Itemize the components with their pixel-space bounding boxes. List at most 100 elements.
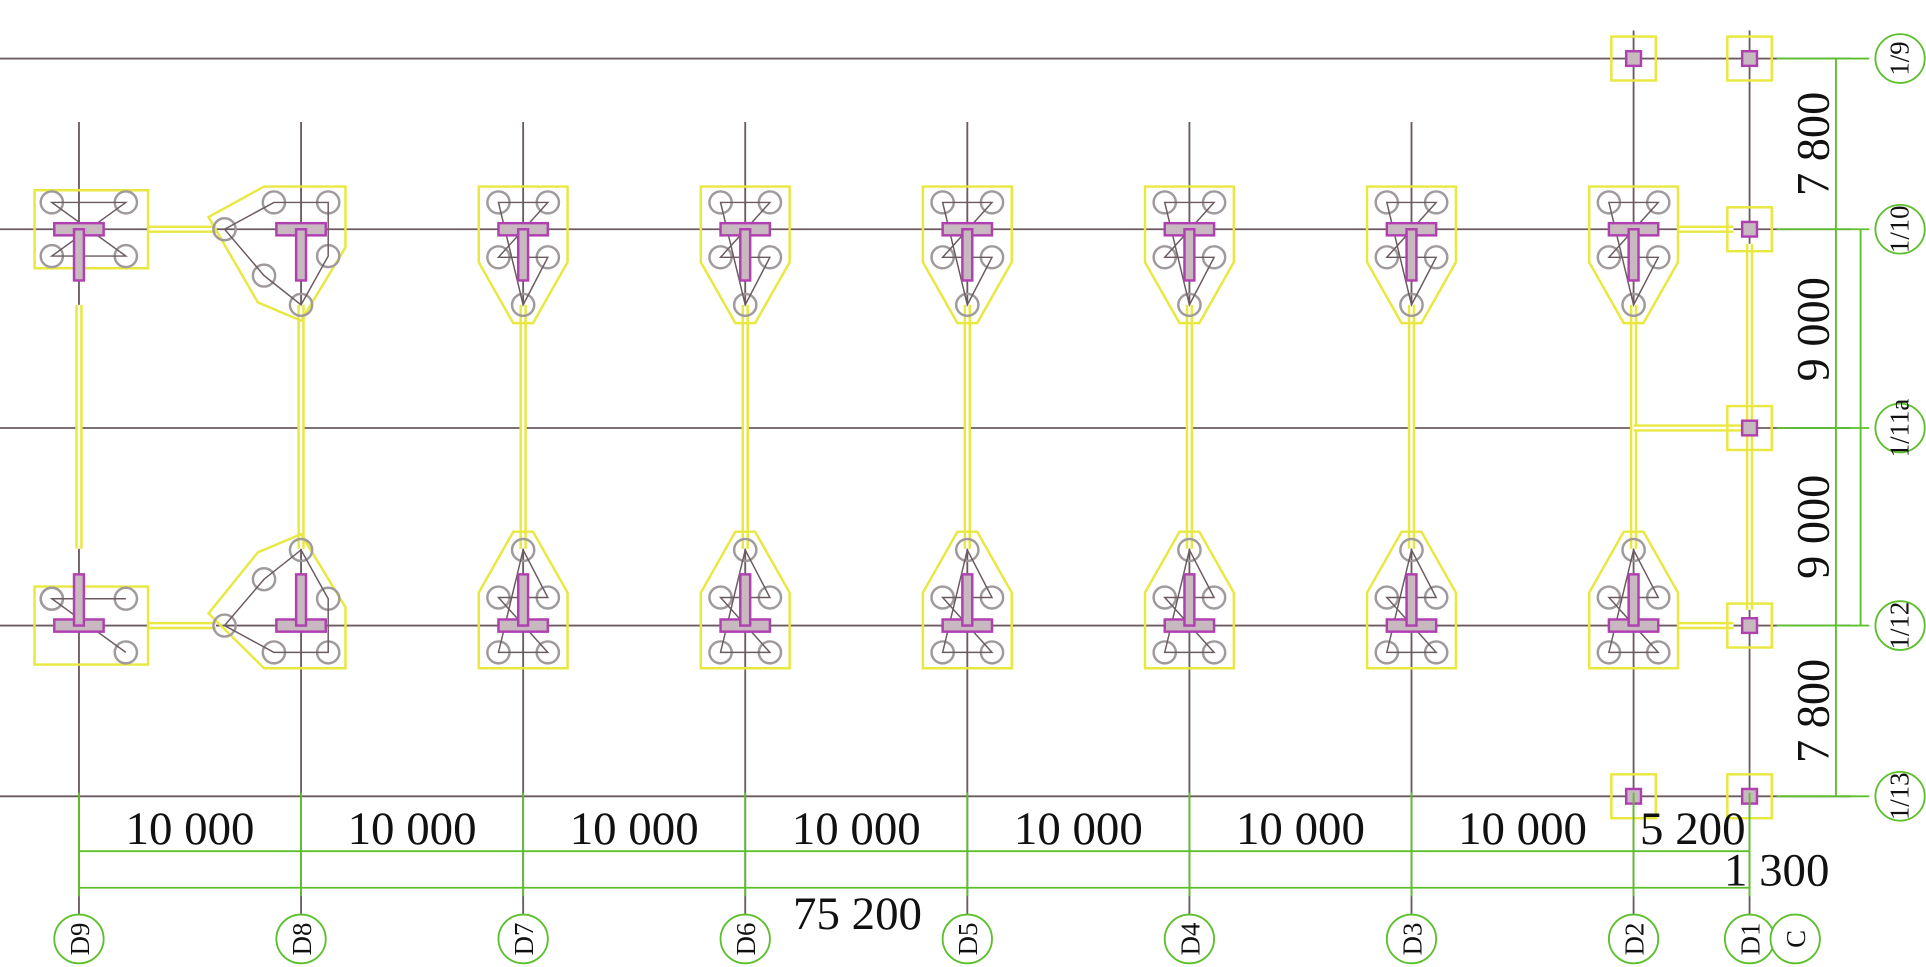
pile	[251, 567, 277, 592]
column-cap	[1726, 602, 1774, 649]
row-axis-label: 1/11a	[1885, 399, 1915, 458]
pile-cap	[1365, 530, 1458, 670]
wall	[294, 573, 308, 627]
x-dimension: 10 000	[348, 803, 477, 855]
cap-outline	[1143, 530, 1236, 670]
pile-cap	[206, 532, 347, 670]
cap-outline	[921, 185, 1013, 325]
pile	[954, 292, 980, 318]
pile	[732, 537, 758, 563]
x-dimension: 10 000	[1458, 803, 1587, 855]
cap-outline	[206, 532, 347, 670]
pile	[113, 640, 139, 665]
wall	[516, 573, 530, 627]
pile-link	[49, 598, 127, 653]
wall	[739, 573, 752, 627]
pile-cap	[921, 185, 1013, 325]
pile	[212, 613, 237, 638]
axis-bubble	[941, 913, 993, 965]
x-offset: 1 300	[1724, 845, 1829, 897]
y-dimension: 7 800	[1787, 659, 1839, 763]
cap-outline	[33, 189, 150, 270]
axis-bubble	[1163, 913, 1216, 965]
pile-cap	[1365, 185, 1458, 325]
column-cap	[1726, 404, 1774, 452]
pile-cap	[477, 530, 569, 670]
column	[1624, 49, 1643, 68]
axis-bubble	[497, 913, 549, 965]
pile-cap	[477, 185, 569, 325]
column	[1740, 617, 1759, 635]
x-dimension: 10 000	[792, 803, 921, 855]
column-cap	[1726, 206, 1774, 253]
pile	[1621, 537, 1646, 563]
column-axis-label: D6	[731, 923, 761, 956]
column-cap	[1726, 35, 1774, 82]
column	[1740, 49, 1759, 68]
wall	[961, 228, 974, 282]
pile	[212, 217, 237, 242]
wall	[1183, 228, 1196, 282]
pile	[1399, 537, 1424, 563]
axis-bubble	[1874, 33, 1926, 84]
axis-bubble	[1874, 600, 1926, 651]
axis-bubble	[53, 913, 105, 965]
pile	[510, 292, 536, 318]
cap-outline	[477, 530, 569, 670]
column-axis-label: D7	[509, 923, 539, 956]
pile-cap	[699, 530, 791, 670]
cap-outline	[699, 185, 791, 325]
y-dimension: 9 000	[1787, 277, 1839, 381]
pile-cap	[33, 573, 150, 666]
pile-link	[223, 548, 329, 654]
column	[1740, 220, 1759, 238]
axis-bubble	[1874, 770, 1926, 822]
pile	[1621, 292, 1646, 318]
row-axis-label: 1/10	[1885, 205, 1915, 253]
wall	[72, 228, 86, 282]
column	[1740, 419, 1759, 437]
pile	[1177, 537, 1202, 563]
cap-outline	[33, 585, 150, 666]
column-axis-label: C	[1781, 930, 1811, 948]
pile	[1177, 292, 1202, 318]
axis-bubble	[719, 913, 771, 965]
wall	[1627, 573, 1640, 627]
column-axis-label: D4	[1175, 922, 1205, 955]
axis-bubble	[1607, 913, 1660, 965]
wall	[1405, 228, 1418, 282]
pile-cap	[1587, 530, 1680, 670]
cap-outline	[1365, 185, 1458, 325]
pile-cap	[1143, 530, 1236, 670]
pile-cap	[1587, 185, 1680, 325]
cap-outline	[1587, 185, 1680, 325]
column-axis-label: D1	[1735, 923, 1765, 956]
wall	[1183, 573, 1196, 627]
cap-outline	[699, 530, 791, 670]
wall	[516, 228, 530, 282]
pile	[954, 537, 980, 563]
wall	[1627, 228, 1640, 282]
y-dimension: 7 800	[1787, 92, 1839, 196]
cap-outline	[206, 185, 347, 323]
axis-bubble	[1769, 913, 1821, 965]
axis-bubble	[1874, 203, 1926, 255]
column-axis-label: D9	[65, 923, 95, 956]
pile	[288, 537, 314, 563]
x-dimension: 10 000	[126, 803, 255, 855]
cap-outline	[1365, 530, 1458, 670]
x-dimension: 10 000	[1014, 803, 1143, 855]
column-axis-label: D3	[1397, 923, 1427, 956]
cap-outline	[1587, 530, 1680, 670]
axis-bubble	[275, 913, 327, 965]
wall	[1405, 573, 1418, 627]
pile	[1399, 292, 1424, 318]
pile	[251, 263, 277, 288]
axis-bubble	[1385, 913, 1438, 965]
pile-link	[223, 201, 329, 306]
column-cap	[1610, 35, 1658, 82]
pile-link	[49, 201, 129, 257]
pile	[288, 292, 314, 318]
row-axis-label: 1/9	[1885, 41, 1915, 75]
